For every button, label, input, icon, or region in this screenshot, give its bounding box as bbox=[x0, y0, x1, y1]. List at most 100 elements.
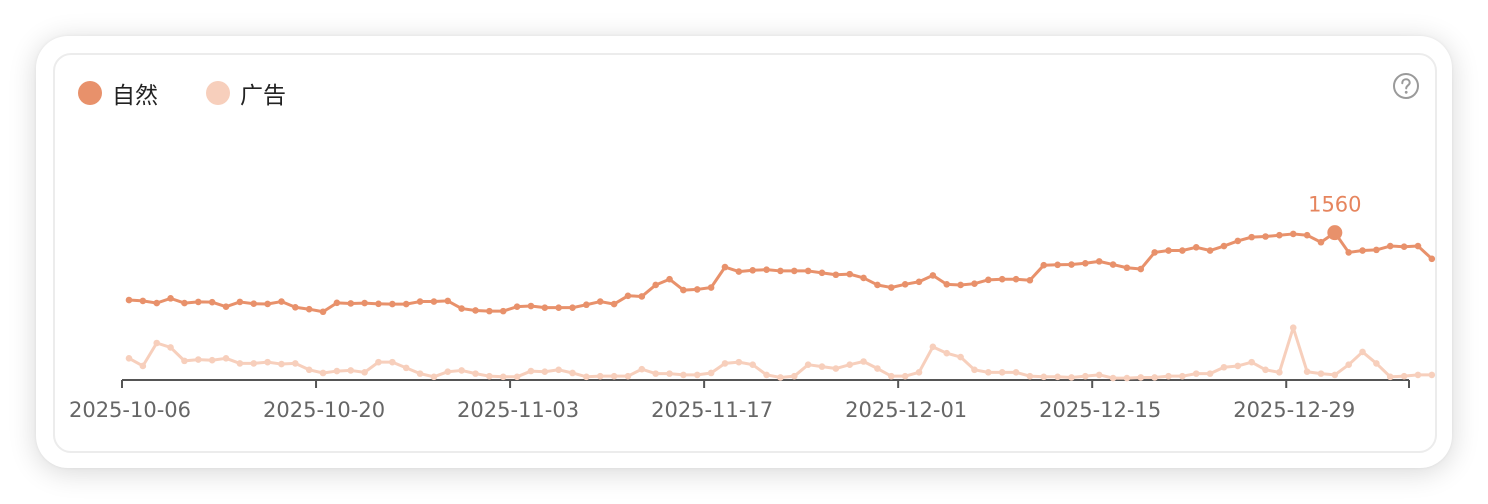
data-point-organic[interactable] bbox=[915, 278, 923, 286]
data-point-ads[interactable] bbox=[125, 355, 133, 362]
data-point-ads[interactable] bbox=[375, 358, 382, 366]
data-point-ads[interactable] bbox=[1234, 362, 1242, 370]
data-point-ads[interactable] bbox=[1054, 373, 1061, 381]
data-point-ads[interactable] bbox=[250, 360, 258, 367]
data-point-organic[interactable] bbox=[1095, 258, 1103, 265]
data-point-ads[interactable] bbox=[915, 369, 923, 376]
data-point-ads[interactable] bbox=[1220, 363, 1228, 371]
data-point-organic[interactable] bbox=[1012, 275, 1020, 283]
data-point-ads[interactable] bbox=[333, 367, 341, 375]
data-point-organic[interactable] bbox=[292, 303, 299, 311]
data-point-organic[interactable] bbox=[1040, 261, 1048, 269]
data-point-organic[interactable] bbox=[596, 298, 604, 305]
data-point-ads[interactable] bbox=[236, 360, 244, 367]
data-point-ads[interactable] bbox=[860, 358, 867, 365]
data-point-organic[interactable] bbox=[1220, 242, 1228, 250]
data-point-organic[interactable] bbox=[652, 281, 659, 289]
data-point-ads[interactable] bbox=[444, 368, 452, 376]
data-point-organic[interactable] bbox=[763, 266, 770, 273]
data-point-organic[interactable] bbox=[195, 298, 202, 306]
data-point-organic[interactable] bbox=[707, 284, 715, 291]
data-point-ads[interactable] bbox=[596, 372, 604, 380]
data-point-organic[interactable] bbox=[167, 295, 174, 302]
data-point-ads[interactable] bbox=[1068, 374, 1075, 381]
data-point-organic[interactable] bbox=[1123, 264, 1131, 272]
data-point-ads[interactable] bbox=[652, 370, 659, 377]
data-point-organic[interactable] bbox=[1137, 265, 1145, 273]
data-point-organic[interactable] bbox=[139, 297, 147, 305]
data-point-organic[interactable] bbox=[1068, 261, 1075, 268]
data-point-ads[interactable] bbox=[305, 366, 313, 374]
data-point-organic[interactable] bbox=[472, 307, 479, 314]
data-point-organic[interactable] bbox=[1151, 249, 1158, 256]
data-point-ads[interactable] bbox=[292, 360, 299, 367]
data-point-ads[interactable] bbox=[195, 356, 202, 363]
data-point-ads[interactable] bbox=[957, 353, 964, 361]
data-point-organic[interactable] bbox=[832, 271, 840, 279]
data-point-organic[interactable] bbox=[1192, 244, 1200, 251]
data-point-ads[interactable] bbox=[430, 373, 438, 381]
data-point-organic[interactable] bbox=[361, 299, 368, 307]
data-point-ads[interactable] bbox=[1248, 358, 1255, 366]
data-point-organic[interactable] bbox=[1276, 231, 1283, 239]
data-point-organic[interactable] bbox=[1179, 247, 1186, 254]
data-point-ads[interactable] bbox=[1289, 324, 1297, 331]
data-point-ads[interactable] bbox=[1414, 371, 1422, 379]
data-point-organic[interactable] bbox=[1414, 242, 1422, 250]
data-point-ads[interactable] bbox=[347, 367, 355, 374]
data-point-ads[interactable] bbox=[624, 372, 632, 380]
data-point-ads[interactable] bbox=[569, 369, 576, 377]
data-point-ads[interactable] bbox=[638, 365, 646, 373]
data-point-ads[interactable] bbox=[1359, 348, 1366, 356]
data-point-organic[interactable] bbox=[555, 304, 562, 311]
data-point-organic[interactable] bbox=[1026, 276, 1034, 284]
data-point-ads[interactable] bbox=[458, 367, 465, 374]
data-point-organic[interactable] bbox=[735, 268, 743, 275]
data-point-organic[interactable] bbox=[804, 267, 812, 275]
data-point-ads[interactable] bbox=[832, 365, 840, 372]
data-point-ads[interactable] bbox=[139, 362, 147, 370]
data-point-organic[interactable] bbox=[1206, 247, 1214, 254]
data-point-ads[interactable] bbox=[513, 373, 521, 381]
data-point-ads[interactable] bbox=[402, 364, 410, 372]
legend-item-organic[interactable]: 自然 bbox=[78, 76, 158, 110]
data-point-ads[interactable] bbox=[472, 370, 479, 377]
data-point-organic[interactable] bbox=[375, 300, 382, 308]
data-point-organic[interactable] bbox=[1262, 233, 1269, 240]
data-point-organic[interactable] bbox=[666, 275, 673, 283]
data-point-ads[interactable] bbox=[610, 372, 618, 380]
data-point-ads[interactable] bbox=[167, 344, 174, 351]
question-circle-icon[interactable] bbox=[1392, 72, 1420, 100]
data-point-organic[interactable] bbox=[624, 292, 632, 300]
data-point-ads[interactable] bbox=[1109, 374, 1117, 382]
data-point-ads[interactable] bbox=[208, 356, 216, 364]
data-point-ads[interactable] bbox=[1012, 369, 1020, 376]
data-point-ads[interactable] bbox=[181, 357, 188, 365]
data-point-ads[interactable] bbox=[943, 349, 951, 357]
data-point-ads[interactable] bbox=[222, 355, 230, 362]
data-point-organic[interactable] bbox=[333, 299, 341, 307]
data-point-organic[interactable] bbox=[1082, 259, 1089, 267]
data-point-ads[interactable] bbox=[1040, 373, 1048, 381]
data-point-ads[interactable] bbox=[1082, 372, 1089, 380]
data-point-organic[interactable] bbox=[680, 286, 687, 294]
data-point-organic[interactable] bbox=[499, 307, 507, 315]
data-point-ads[interactable] bbox=[583, 373, 590, 381]
data-point-organic[interactable] bbox=[1400, 243, 1408, 250]
data-point-ads[interactable] bbox=[1165, 372, 1172, 380]
data-point-organic[interactable] bbox=[444, 297, 452, 305]
data-point-organic[interactable] bbox=[541, 304, 549, 311]
data-point-organic[interactable] bbox=[777, 267, 784, 275]
data-point-ads[interactable] bbox=[707, 369, 715, 377]
data-point-ads[interactable] bbox=[1276, 369, 1283, 376]
data-point-ads[interactable] bbox=[971, 366, 978, 374]
data-point-organic[interactable] bbox=[818, 269, 826, 277]
data-point-ads[interactable] bbox=[1137, 374, 1145, 381]
legend-item-ads[interactable]: 广告 bbox=[206, 76, 286, 110]
data-point-organic[interactable] bbox=[1289, 230, 1297, 238]
data-point-ads[interactable] bbox=[735, 358, 743, 366]
data-point-ads[interactable] bbox=[1345, 361, 1352, 368]
data-point-organic[interactable] bbox=[985, 276, 992, 284]
data-point-organic[interactable] bbox=[790, 267, 798, 275]
data-point-organic[interactable] bbox=[1373, 246, 1380, 254]
